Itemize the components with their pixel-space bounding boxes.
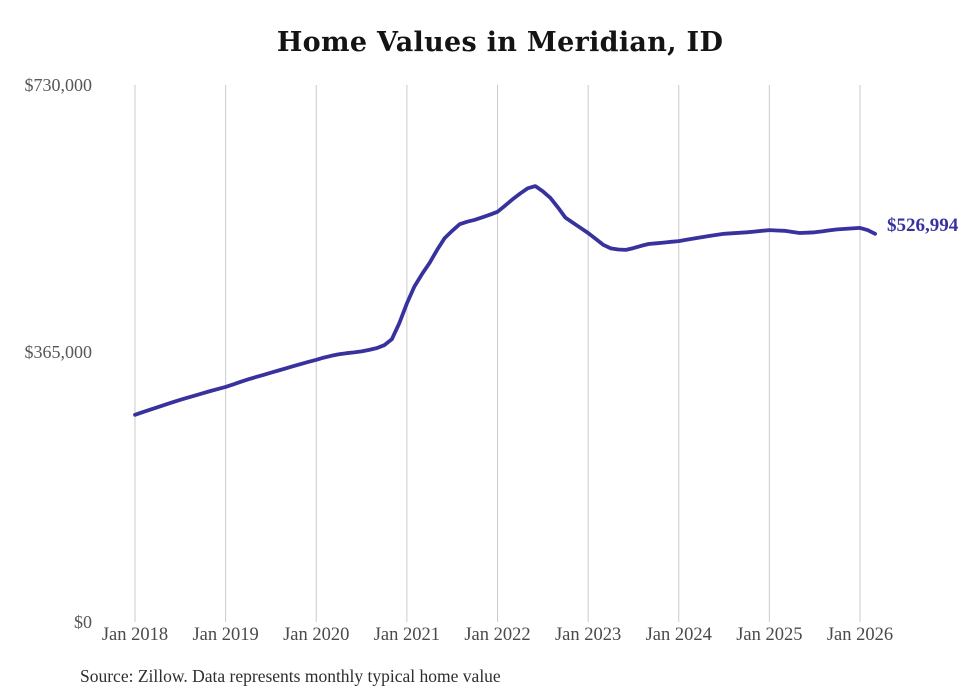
latest-value-label: $526,994	[887, 215, 959, 236]
x-axis-tick-label: Jan 2025	[736, 625, 802, 645]
x-axis-tick-label: Jan 2019	[192, 625, 258, 645]
source-note: Source: Zillow. Data represents monthly …	[80, 666, 501, 686]
home-value-trend-line	[133, 184, 877, 417]
y-axis-tick-label-365000: $365,000	[24, 342, 93, 362]
x-axis-tick-label: Jan 2020	[283, 625, 349, 645]
chart-plot-area: Jan 2018 Jan 2019 Jan 2020 Jan 2021 Jan 2022…	[102, 85, 893, 645]
x-axis-tick-label: Jan 2024	[646, 625, 712, 645]
x-axis-tick-label: Jan 2026	[827, 625, 893, 645]
x-axis-tick-label: Jan 2023	[555, 625, 621, 645]
x-axis-tick-label: Jan 2022	[464, 625, 530, 645]
x-axis-tick-label: Jan 2018	[102, 625, 168, 645]
x-axis-tick-label: Jan 2021	[374, 625, 440, 645]
y-axis-tick-label-730000: $730,000	[24, 75, 93, 95]
chart-title: Home Values in Meridian, ID	[276, 27, 724, 58]
y-axis-tick-label-0: $0	[74, 612, 92, 632]
